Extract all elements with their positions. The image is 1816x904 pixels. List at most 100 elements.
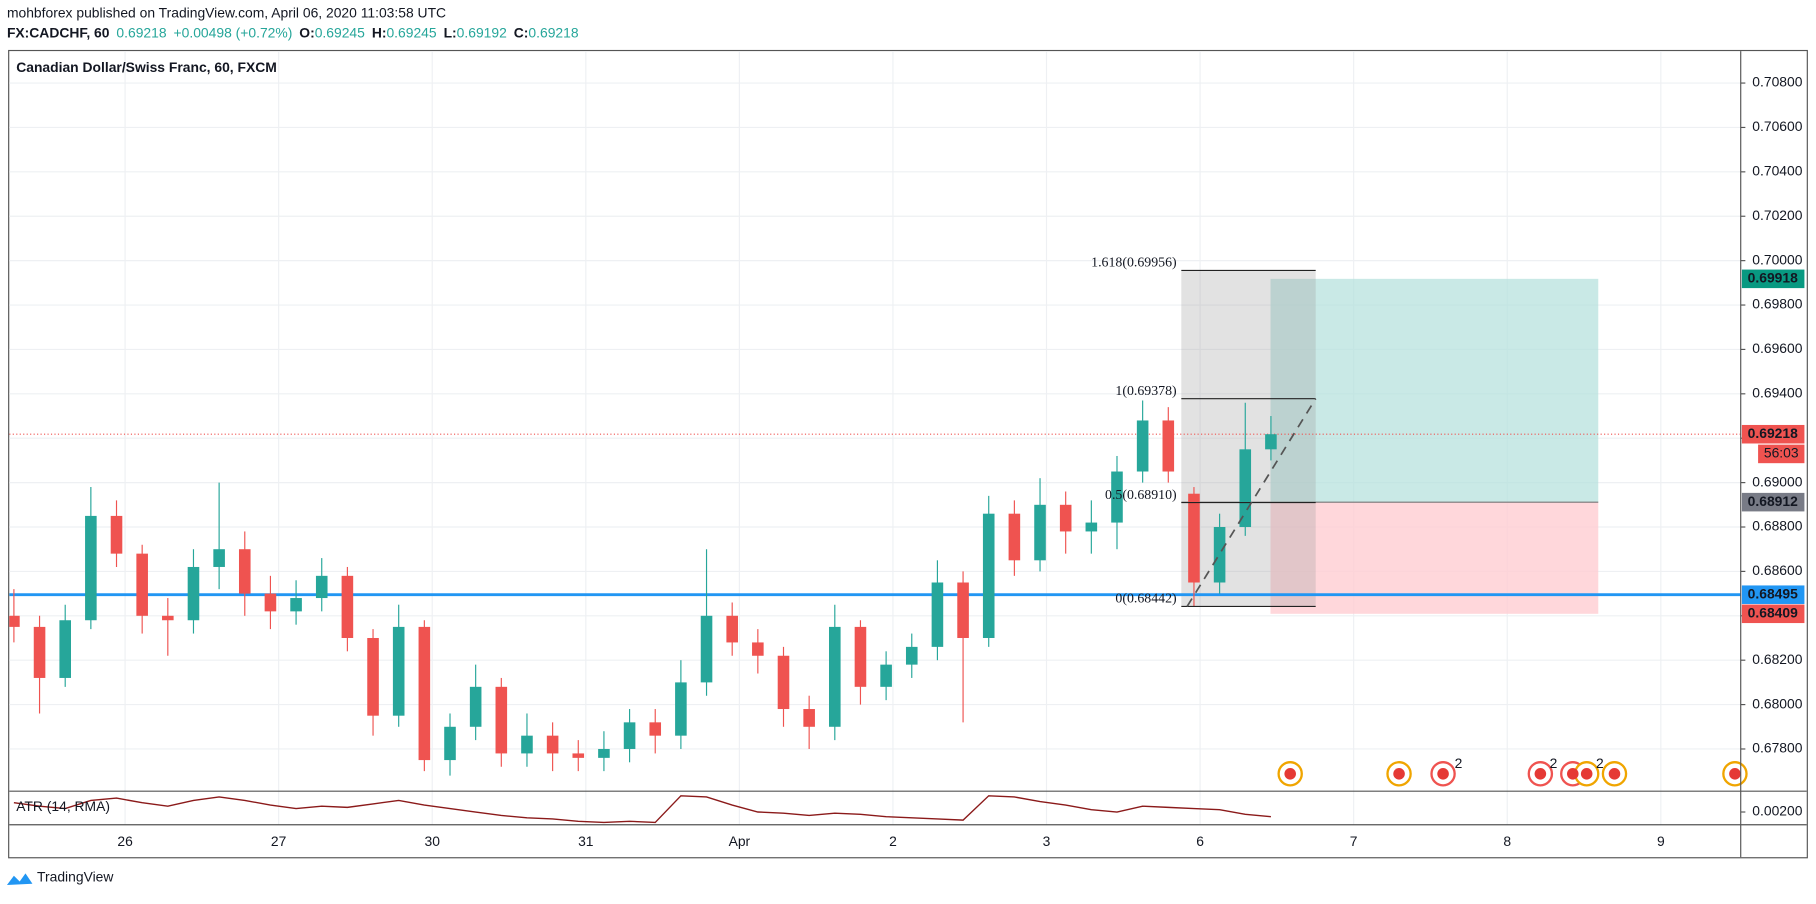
candle-body — [649, 722, 662, 736]
candle-body — [1188, 493, 1200, 583]
candle-body — [880, 664, 892, 687]
x-tick-label: 31 — [578, 833, 594, 849]
candle-body — [187, 566, 200, 621]
candle-body — [9, 615, 20, 627]
candle-body — [85, 515, 97, 621]
candle-body — [1085, 522, 1098, 532]
o-label: O: — [299, 24, 314, 40]
fib-zone — [1181, 270, 1316, 607]
y-tick-label: 0.67800 — [1752, 740, 1802, 756]
y-tick-label: 0.69000 — [1752, 473, 1802, 489]
y-tick-label: 0.69400 — [1752, 384, 1802, 400]
candle-body — [726, 615, 738, 643]
price-tag-label: 0.68495 — [1748, 585, 1798, 601]
candle-body — [495, 686, 508, 754]
y-tick-label: 0.68000 — [1752, 695, 1802, 711]
trend-line — [1186, 398, 1317, 607]
y-tick-label: 0.70800 — [1752, 74, 1802, 90]
candle-body — [931, 582, 944, 647]
candle-body — [444, 726, 456, 761]
candle-body — [1059, 504, 1072, 532]
chart-frame — [8, 49, 1808, 859]
candle-body — [1111, 471, 1123, 523]
open: 0.69245 — [315, 24, 365, 40]
candle-body — [1136, 420, 1149, 472]
price-pane — [9, 270, 1741, 776]
y-tick-label: 0.70600 — [1752, 118, 1802, 134]
fib-label: 0.5(0.68910) — [1105, 488, 1177, 503]
event-icon-core — [1534, 767, 1547, 780]
price-tag — [1741, 492, 1805, 512]
fib-label: 0(0.68442) — [1115, 592, 1177, 607]
y-tick-label: 0.68600 — [1752, 562, 1802, 578]
candle-body — [623, 722, 636, 749]
indicator-line — [13, 795, 1271, 824]
candle-body — [367, 637, 379, 716]
event-icon-core — [1284, 767, 1296, 780]
candle-body — [469, 686, 482, 727]
x-tick-label: 3 — [1043, 833, 1051, 849]
event-icon-core — [1437, 767, 1449, 780]
x-tick-label: 2 — [889, 833, 897, 849]
event-icon-core — [1566, 767, 1579, 780]
candle-body — [1239, 449, 1252, 528]
candle-body — [392, 626, 405, 716]
candle-body — [546, 735, 559, 754]
c-label: C: — [514, 24, 529, 40]
y-tick-label: 0.70400 — [1752, 163, 1802, 179]
candle-body — [598, 748, 610, 758]
y-tick-label: 0.00200 — [1752, 803, 1802, 819]
x-tick-label: 8 — [1503, 833, 1511, 849]
price-tag-label: 0.68912 — [1748, 493, 1798, 509]
candle-body — [1162, 420, 1175, 472]
candle-body — [136, 553, 148, 616]
h-label: H: — [372, 24, 387, 40]
y-tick-label: 0.70000 — [1752, 251, 1802, 267]
publisher: mohbforex published on TradingView.com, … — [7, 5, 446, 21]
close: 0.69218 — [528, 24, 578, 40]
candle-body — [1034, 504, 1046, 561]
x-tick-label: Apr — [729, 833, 751, 849]
candle-body — [982, 513, 995, 638]
candle-body — [33, 626, 46, 678]
price-tag — [1741, 604, 1805, 624]
y-tick-label: 0.68200 — [1752, 651, 1802, 667]
price-tag-label: 0.68409 — [1748, 604, 1798, 620]
price-tag — [1741, 269, 1805, 289]
price-tag — [1741, 585, 1805, 604]
y-tick-label: 0.68800 — [1752, 518, 1802, 534]
price-tag-label: 0.69918 — [1748, 270, 1798, 286]
y-tick-label: 0.70200 — [1752, 207, 1802, 223]
candle-body — [675, 682, 687, 736]
loss-zone — [1270, 502, 1599, 614]
x-tick-label: 7 — [1350, 833, 1358, 849]
candle-body — [264, 593, 277, 612]
candle-body — [803, 709, 815, 727]
candle-body — [418, 626, 431, 761]
candle-body — [238, 549, 251, 594]
candle-body — [213, 549, 225, 567]
chart-title: Canadian Dollar/Swiss Franc, 60, FXCM — [16, 59, 277, 75]
x-tick-label: 30 — [425, 833, 441, 849]
footer: TradingView — [37, 869, 114, 885]
ohlc-line: FX:CADCHF, 60 0.69218 +0.00498 (+0.72%) O:0… — [7, 24, 579, 40]
x-tick-label: 26 — [117, 833, 133, 849]
last: 0.69218 — [116, 24, 166, 40]
symbol: FX:CADCHF, 60 — [7, 24, 110, 40]
price-tag — [1741, 424, 1805, 444]
candle-body — [700, 615, 713, 683]
candle-body — [290, 598, 302, 612]
event-icon-core — [1729, 767, 1741, 780]
candle-body — [777, 655, 790, 710]
countdown-tag — [1758, 444, 1805, 464]
x-tick-label: 6 — [1196, 833, 1204, 849]
x-tick-label: 27 — [271, 833, 287, 849]
candle-body — [521, 735, 533, 754]
event-icon-core — [1580, 767, 1593, 780]
candle-body — [905, 646, 918, 665]
candle-body — [315, 575, 328, 599]
y-tick-label: 0.69800 — [1752, 296, 1802, 312]
event-badge: 2 — [1550, 755, 1558, 771]
candle-body — [341, 575, 354, 638]
